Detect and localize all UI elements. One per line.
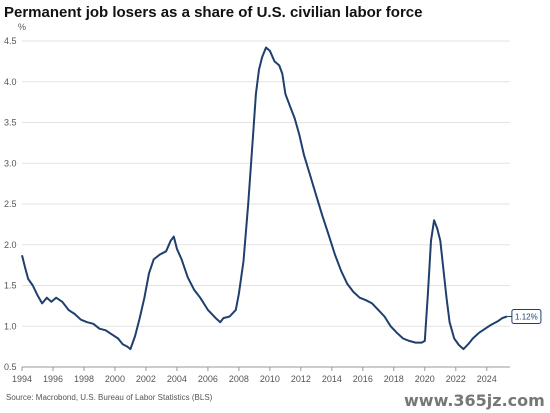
y-tick-label: 1.0 [4,321,17,331]
y-tick-label: 3.0 [4,158,17,168]
y-tick-label: 4.5 [4,36,17,46]
y-tick-label: 1.5 [4,281,17,291]
x-tick-label: 2010 [260,374,280,384]
y-axis-ticks: 0.5 1.0 1.5 2.0 2.5 3.0 3.5 4.0 4.5 [4,36,17,372]
x-tick-label: 2014 [322,374,342,384]
x-axis-ticks: 1994 1996 1998 2000 2002 2004 2006 2008 2010 2012… [12,367,497,384]
end-label-box [511,308,542,324]
y-tick-label: 2.5 [4,199,17,209]
x-tick-label: 2002 [136,374,156,384]
end-value-label: 1.12% [506,308,542,324]
x-tick-label: 2000 [105,374,125,384]
x-tick-label: 2020 [415,374,435,384]
x-tick-label: 2006 [198,374,218,384]
x-tick-label: 1998 [74,374,94,384]
x-tick-label: 2024 [477,374,497,384]
end-label-text: 1.12% [515,312,538,321]
x-tick-label: 2008 [229,374,249,384]
gridlines [22,40,510,368]
x-tick-label: 2022 [446,374,466,384]
y-tick-label: 4.0 [4,77,17,87]
y-axis-unit: % [18,22,26,32]
source-note: Source: Macrobond, U.S. Bureau of Labor … [6,393,213,402]
y-tick-label: 2.0 [4,240,17,250]
y-tick-label: 0.5 [4,362,17,372]
series-line [21,46,508,351]
x-tick-label: 1994 [12,374,32,384]
x-tick-label: 2018 [384,374,404,384]
x-tick-label: 2004 [167,374,187,384]
x-tick-label: 2012 [291,374,311,384]
x-tick-label: 2016 [353,374,373,384]
y-tick-label: 3.5 [4,118,17,128]
chart-title: Permanent job losers as a share of U.S. … [4,4,423,21]
x-tick-label: 1996 [43,374,63,384]
watermark: www.365jz.com [404,391,545,410]
